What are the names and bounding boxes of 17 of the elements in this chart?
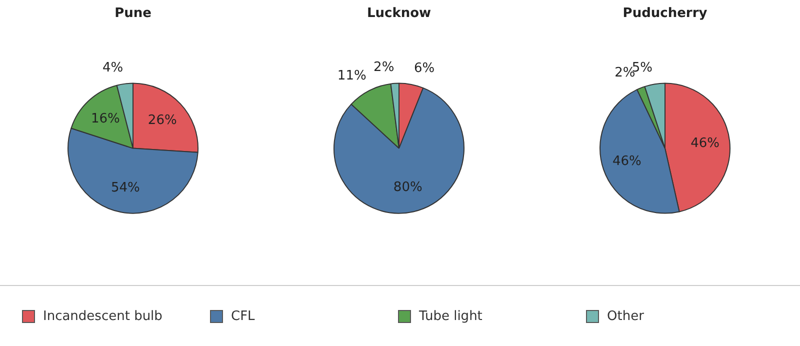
data-label: 2%	[374, 60, 394, 75]
data-label: 6%	[414, 61, 435, 76]
chart-title: Pune	[114, 6, 152, 22]
legend-label: Incandescent bulb	[43, 308, 162, 324]
legend-label: CFL	[231, 308, 255, 324]
data-label: 11%	[337, 68, 366, 84]
chart-title: Puducherry	[622, 6, 708, 22]
data-label: 16%	[90, 111, 120, 126]
data-label: 4%	[102, 60, 124, 76]
data-label: 46%	[690, 136, 720, 152]
legend-label: Other	[607, 308, 644, 324]
legend-label: Tube light	[419, 308, 482, 324]
data-label: 80%	[393, 180, 422, 195]
data-label: 46%	[612, 154, 642, 169]
chart-title: Lucknow	[366, 6, 432, 22]
data-label: 26%	[148, 113, 177, 128]
data-label: 54%	[110, 180, 140, 196]
